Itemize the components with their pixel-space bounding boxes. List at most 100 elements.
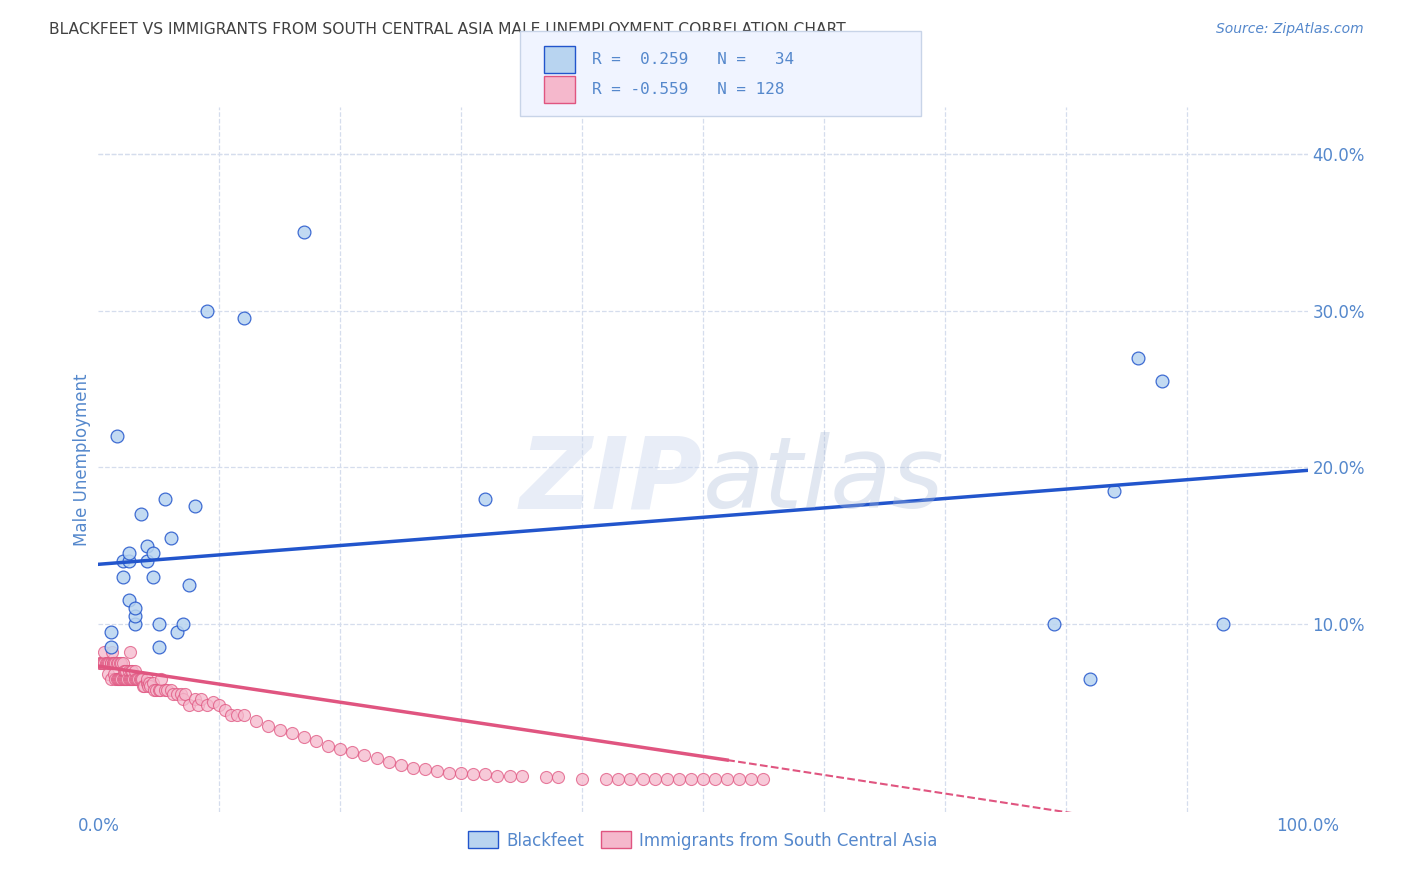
Point <box>108 656 131 670</box>
Point <box>101 656 124 670</box>
Point <box>221 707 243 722</box>
Point <box>655 772 678 786</box>
Point <box>124 601 146 615</box>
Point <box>1152 374 1174 388</box>
Point <box>100 672 122 686</box>
Point <box>132 680 155 694</box>
Point <box>644 772 666 786</box>
Point <box>111 554 134 568</box>
Point <box>112 672 135 686</box>
Point <box>142 570 165 584</box>
Point <box>114 664 136 678</box>
Point <box>208 698 231 713</box>
Point <box>118 554 141 568</box>
Point <box>108 672 131 686</box>
Point <box>153 491 176 506</box>
Point <box>728 772 751 786</box>
Point <box>281 726 304 740</box>
Point <box>148 682 170 697</box>
Point <box>187 698 209 713</box>
Point <box>124 672 146 686</box>
Point <box>149 682 172 697</box>
Point <box>118 546 141 560</box>
Point <box>595 772 617 786</box>
Point <box>190 692 212 706</box>
Point <box>120 672 142 686</box>
Point <box>474 491 496 506</box>
Point <box>179 577 201 591</box>
Point <box>100 656 122 670</box>
Point <box>145 682 167 697</box>
Point <box>292 225 315 239</box>
Point <box>195 303 218 318</box>
Point <box>118 645 141 659</box>
Point <box>135 676 157 690</box>
Point <box>143 682 166 697</box>
Point <box>110 672 132 686</box>
Point <box>107 672 129 686</box>
Point <box>366 751 388 765</box>
Point <box>111 656 134 670</box>
Point <box>172 616 194 631</box>
Point <box>619 772 641 786</box>
Point <box>124 609 146 624</box>
Y-axis label: Male Unemployment: Male Unemployment <box>73 373 91 546</box>
Point <box>305 734 328 748</box>
Point <box>118 672 141 686</box>
Point <box>316 739 339 753</box>
Point <box>142 546 165 560</box>
Point <box>245 714 267 728</box>
Point <box>110 656 132 670</box>
Point <box>93 645 115 659</box>
Point <box>498 769 520 783</box>
Point <box>97 656 120 670</box>
Text: ZIP: ZIP <box>520 432 703 529</box>
Point <box>463 767 485 781</box>
Point <box>121 664 143 678</box>
Point <box>353 748 375 763</box>
Point <box>226 707 249 722</box>
Point <box>1102 483 1125 498</box>
Point <box>256 718 278 732</box>
Point <box>413 763 436 777</box>
Point <box>125 672 148 686</box>
Point <box>156 682 179 697</box>
Point <box>184 692 207 706</box>
Point <box>534 770 557 784</box>
Point <box>1212 616 1234 631</box>
Point <box>1128 351 1150 365</box>
Point <box>124 664 146 678</box>
Point <box>100 645 122 659</box>
Point <box>105 429 128 443</box>
Point <box>97 667 120 681</box>
Point <box>104 672 127 686</box>
Text: BLACKFEET VS IMMIGRANTS FROM SOUTH CENTRAL ASIA MALE UNEMPLOYMENT CORRELATION CH: BLACKFEET VS IMMIGRANTS FROM SOUTH CENTR… <box>49 22 846 37</box>
Point <box>134 680 156 694</box>
Point <box>136 680 159 694</box>
Point <box>91 656 114 670</box>
Point <box>112 664 135 678</box>
Point <box>135 539 157 553</box>
Point <box>100 656 122 670</box>
Point <box>571 772 593 786</box>
Point <box>91 656 114 670</box>
Point <box>103 656 125 670</box>
Point <box>114 672 136 686</box>
Point <box>105 656 128 670</box>
Point <box>668 772 690 786</box>
Point <box>329 742 352 756</box>
Text: Source: ZipAtlas.com: Source: ZipAtlas.com <box>1216 22 1364 37</box>
Point <box>174 687 197 701</box>
Point <box>100 640 122 655</box>
Point <box>752 772 775 786</box>
Point <box>169 687 191 701</box>
Point <box>139 680 162 694</box>
Point <box>129 672 152 686</box>
Point <box>111 570 134 584</box>
Point <box>679 772 702 786</box>
Point <box>98 656 121 670</box>
Point <box>166 687 188 701</box>
Point <box>127 672 149 686</box>
Point <box>135 672 157 686</box>
Point <box>160 531 183 545</box>
